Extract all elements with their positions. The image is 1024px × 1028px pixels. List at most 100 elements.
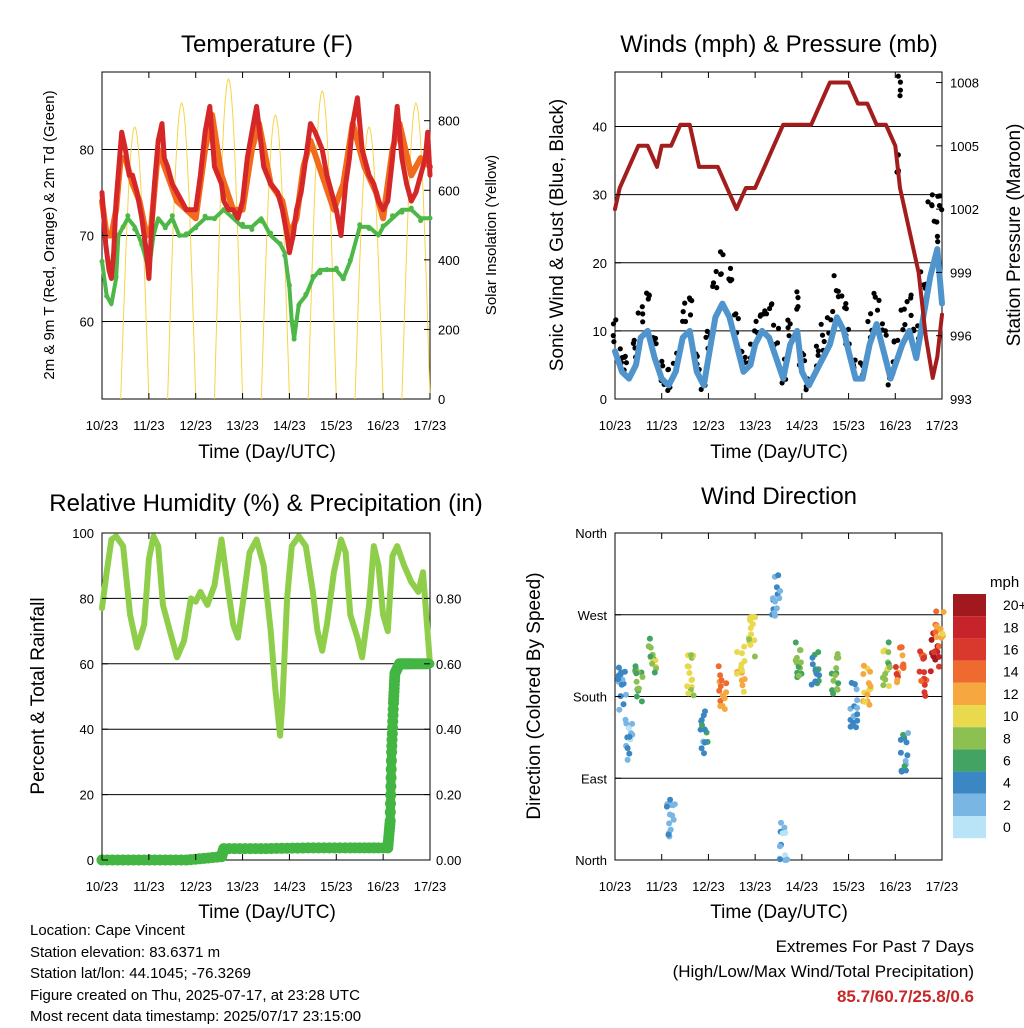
dewpoint-point: [120, 224, 126, 230]
gust-point: [659, 358, 665, 364]
x-tick-label: 12/23: [179, 879, 212, 894]
gust-point: [682, 300, 688, 306]
direction-point: [739, 650, 745, 657]
temperature-2m-line: [99, 95, 433, 281]
legend-swatch: [953, 727, 986, 750]
direction-point: [897, 749, 904, 756]
direction-point: [854, 711, 861, 718]
extremes-box: Extremes For Past 7 Days (High/Low/Max W…: [673, 934, 974, 1009]
y-tick-label: 70: [80, 229, 94, 244]
x-tick-label: 12/23: [692, 879, 725, 894]
gust-point: [787, 321, 793, 327]
gust-point: [635, 310, 641, 316]
precipitation-point: [385, 789, 397, 801]
direction-point: [622, 716, 629, 723]
direction-point: [632, 663, 639, 670]
gust-point: [611, 339, 617, 345]
direction-point: [698, 717, 705, 723]
x-tick-label: 14/23: [786, 879, 819, 894]
y2-tick-label: 0.20: [436, 788, 461, 803]
direction-y-label: Direction (Colored By Speed): [524, 572, 545, 819]
dewpoint-point: [193, 225, 199, 231]
extremes-subtitle: (High/Low/Max Wind/Total Precipitation): [672, 962, 974, 981]
direction-point: [900, 661, 907, 668]
direction-point: [777, 843, 783, 850]
gust-point: [911, 326, 917, 332]
direction-point: [921, 689, 928, 696]
gust-point: [613, 317, 619, 323]
direction-point: [897, 736, 904, 743]
gust-point: [929, 192, 935, 198]
direction-point: [771, 609, 778, 616]
solar-insolation-line: [120, 125, 150, 400]
direction-point: [688, 652, 695, 659]
dewpoint-point: [317, 270, 323, 276]
direction-point: [921, 681, 928, 688]
direction-point: [921, 669, 928, 676]
direction-point: [905, 730, 912, 736]
station-info: Location: Cape Vincent Station elevation…: [30, 920, 361, 1028]
gust-point: [623, 360, 630, 366]
y-tick-label: 100: [72, 526, 94, 541]
y2-tick-label: 200: [438, 322, 460, 337]
gust-point: [830, 308, 836, 315]
x-tick-label: 10/23: [86, 879, 119, 894]
extremes-title: Extremes For Past 7 Days: [775, 937, 974, 956]
gust-point: [934, 233, 941, 239]
direction-point: [854, 697, 861, 704]
y-tick-label: 0: [600, 392, 607, 407]
x-tick-label: 10/23: [599, 879, 632, 894]
direction-point: [701, 750, 707, 757]
gust-point: [645, 296, 651, 302]
direction-point: [809, 654, 816, 661]
direction-point: [665, 831, 672, 838]
gust-point: [895, 73, 901, 79]
direction-point: [739, 682, 746, 689]
y-tick-label: 60: [80, 315, 94, 330]
legend-swatch: [953, 749, 986, 772]
y-tick-label: North: [575, 853, 607, 868]
direction-point: [647, 653, 654, 660]
direction-point: [773, 605, 780, 612]
solar-insolation-series: [120, 77, 431, 400]
solar-insolation-line: [354, 125, 384, 400]
gust-point: [902, 322, 908, 328]
gust-point: [897, 87, 904, 93]
gust-point: [908, 295, 914, 301]
direction-point: [748, 631, 755, 638]
x-tick-label: 13/23: [226, 879, 259, 894]
direction-point: [623, 691, 629, 698]
direction-point: [751, 637, 758, 644]
gust-point: [833, 288, 840, 294]
gust-point: [703, 334, 709, 340]
x-tick-label: 16/23: [879, 879, 912, 894]
gust-point: [687, 312, 694, 318]
gust-point: [640, 311, 646, 317]
y-tick-label: 20: [80, 788, 94, 803]
direction-point: [747, 617, 754, 624]
winds-x-label: Time (Day/UTC): [710, 442, 848, 463]
direction-x-label: Time (Day/UTC): [710, 902, 848, 923]
direction-point: [635, 685, 642, 692]
solar-insolation-line: [401, 101, 431, 400]
direction-point: [778, 819, 784, 826]
station-elevation: Station elevation: 83.6371 m: [30, 943, 221, 961]
y2-tick-label: 0: [438, 392, 445, 407]
x-tick-label: 15/23: [832, 879, 865, 894]
direction-point: [638, 698, 645, 705]
gust-point: [621, 354, 628, 360]
y2-tick-label: 1005: [950, 139, 979, 154]
direction-point: [779, 830, 786, 837]
direction-point: [626, 733, 633, 740]
direction-point: [935, 653, 942, 660]
dewpoint-point: [390, 213, 395, 219]
gust-point: [769, 301, 775, 307]
gust-point: [879, 321, 886, 327]
temperature-x-label: Time (Day/UTC): [198, 442, 336, 463]
legend-swatch: [953, 660, 986, 683]
direction-point: [618, 669, 625, 676]
gust-point: [828, 317, 834, 323]
direction-point: [651, 669, 658, 676]
winds-ticks: 0 10 20 30 40 993 996 999 1002 1005 1008 10/23 11/23…: [593, 72, 979, 433]
gust-point: [845, 326, 852, 332]
